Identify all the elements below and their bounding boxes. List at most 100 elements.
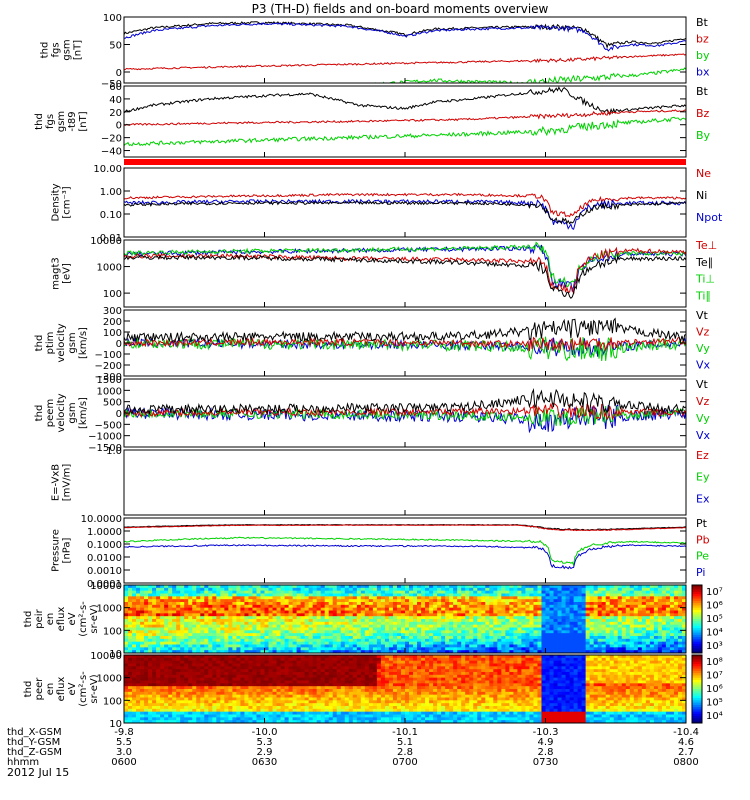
legend-temp-2: Ti⊥ — [695, 273, 715, 286]
heat-cell — [613, 602, 619, 606]
heat-cell — [621, 633, 627, 637]
heat-cell — [268, 630, 273, 634]
heat-cell — [148, 593, 153, 597]
heat-cell — [280, 619, 285, 623]
heat-cell — [537, 650, 542, 654]
heat-cell — [585, 644, 591, 648]
heat-cell — [320, 641, 326, 645]
heat-cell — [433, 610, 438, 614]
heat-cell — [296, 602, 302, 606]
heat-cell — [144, 686, 149, 690]
heat-cell — [256, 677, 261, 681]
heat-cell — [360, 641, 366, 645]
heat-cell — [541, 647, 546, 651]
heat-cell — [280, 672, 285, 676]
heat-cell — [172, 633, 177, 637]
heat-cell — [625, 585, 631, 589]
heat-cell — [308, 585, 314, 589]
heat-cell — [140, 663, 145, 667]
heat-cell — [473, 644, 478, 648]
heat-cell — [485, 636, 490, 640]
heat-cell — [364, 599, 370, 603]
heat-cell — [156, 717, 161, 721]
heat-cell — [308, 672, 314, 676]
heat-cell — [308, 633, 314, 637]
heat-cell — [192, 636, 197, 640]
heat-cell — [232, 630, 237, 634]
heat-cell — [264, 720, 269, 724]
heat-cell — [200, 587, 205, 592]
heat-cell — [264, 599, 269, 603]
heat-cell — [561, 593, 566, 597]
heat-cell — [224, 610, 229, 614]
heat-cell — [569, 590, 574, 594]
heat-cell — [405, 616, 410, 620]
heat-cell — [593, 593, 599, 597]
heat-cell — [489, 638, 494, 643]
heat-cell — [581, 644, 587, 648]
heat-cell — [248, 610, 253, 614]
heat-cell — [348, 624, 354, 628]
heat-cell — [328, 680, 334, 684]
heat-cell — [501, 587, 506, 592]
heat-cell — [304, 633, 310, 637]
heat-cell — [268, 672, 273, 676]
heat-cell — [549, 630, 554, 634]
heat-cell — [180, 720, 185, 724]
heat-cell — [421, 590, 426, 594]
heat-cell — [156, 697, 161, 701]
heat-cell — [565, 644, 570, 648]
heat-cell — [653, 604, 659, 609]
heat-cell — [461, 585, 466, 589]
heat-cell — [513, 627, 518, 631]
heat-cell — [605, 613, 611, 617]
heat-cell — [364, 590, 370, 594]
heat-cell — [144, 613, 149, 617]
heat-cell — [545, 585, 550, 589]
heat-cell — [156, 657, 161, 662]
heat-cell — [260, 650, 265, 654]
heat-cell — [172, 672, 177, 676]
heat-cell — [328, 663, 334, 667]
heat-cell — [148, 660, 153, 664]
heat-cell — [256, 674, 261, 679]
heat-cell — [212, 714, 217, 718]
heat-cell — [497, 599, 502, 603]
heat-cell — [324, 587, 330, 592]
heat-cell — [585, 638, 591, 643]
heat-cell — [392, 641, 398, 645]
heat-cell — [148, 596, 153, 600]
heat-cell — [292, 700, 298, 704]
heat-cell — [292, 686, 298, 690]
heat-cell — [264, 627, 269, 631]
heat-cell — [425, 630, 430, 634]
heat-cell — [172, 587, 177, 592]
heat-cell — [457, 650, 462, 654]
heat-cell — [457, 630, 462, 634]
heat-cell — [372, 602, 378, 606]
heat-cell — [152, 706, 157, 710]
heat-cell — [569, 593, 574, 597]
heat-cell — [609, 650, 615, 654]
heat-cell — [501, 650, 506, 654]
heat-cell — [581, 624, 587, 628]
heat-cell — [513, 636, 518, 640]
heat-cell — [132, 677, 137, 681]
heat-cell — [529, 596, 534, 600]
heat-cell — [292, 706, 298, 710]
heat-cell — [573, 596, 579, 600]
heat-cell — [529, 585, 534, 589]
heat-cell — [244, 644, 249, 648]
heat-cell — [256, 720, 261, 724]
heat-cell — [220, 680, 225, 684]
heat-cell — [368, 624, 374, 628]
heat-cell — [300, 717, 306, 721]
heat-cell — [144, 717, 149, 721]
heat-cell — [148, 613, 153, 617]
heat-cell — [260, 686, 265, 690]
heat-cell — [180, 714, 185, 718]
heat-cell — [196, 585, 201, 589]
heat-cell — [461, 630, 466, 634]
heat-cell — [549, 599, 554, 603]
heat-cell — [168, 607, 173, 611]
